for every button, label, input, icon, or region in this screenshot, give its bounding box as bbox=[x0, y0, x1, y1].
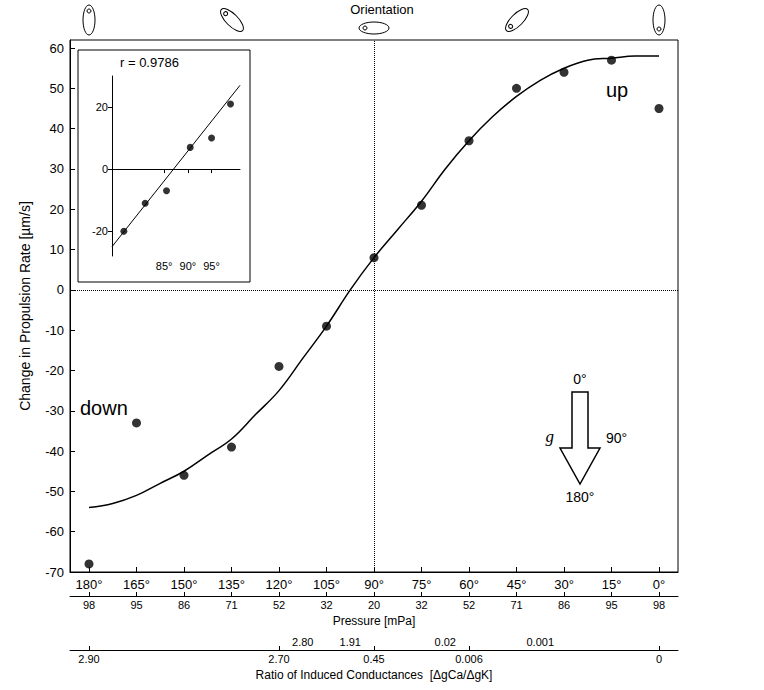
svg-text:180°: 180° bbox=[566, 489, 595, 505]
svg-text:-40: -40 bbox=[45, 444, 64, 459]
svg-text:32: 32 bbox=[415, 599, 427, 611]
svg-text:0.001: 0.001 bbox=[526, 636, 554, 648]
svg-text:g: g bbox=[546, 427, 555, 446]
svg-text:180°: 180° bbox=[76, 577, 103, 592]
svg-text:90°: 90° bbox=[364, 577, 384, 592]
svg-text:0: 0 bbox=[57, 282, 64, 297]
svg-text:95: 95 bbox=[605, 599, 617, 611]
svg-text:52: 52 bbox=[463, 599, 475, 611]
svg-text:30: 30 bbox=[50, 161, 64, 176]
svg-text:0.02: 0.02 bbox=[435, 636, 456, 648]
svg-text:85°: 85° bbox=[156, 260, 173, 272]
svg-text:30°: 30° bbox=[554, 577, 574, 592]
svg-text:2.90: 2.90 bbox=[78, 653, 99, 665]
svg-text:71: 71 bbox=[225, 599, 237, 611]
svg-text:Orientation: Orientation bbox=[350, 2, 414, 17]
svg-text:150°: 150° bbox=[171, 577, 198, 592]
svg-text:20: 20 bbox=[368, 599, 380, 611]
svg-text:60°: 60° bbox=[459, 577, 479, 592]
svg-text:135°: 135° bbox=[218, 577, 245, 592]
svg-text:r = 0.9786: r = 0.9786 bbox=[120, 55, 179, 70]
svg-text:90°: 90° bbox=[180, 260, 197, 272]
svg-text:120°: 120° bbox=[266, 577, 293, 592]
svg-text:0: 0 bbox=[656, 653, 662, 665]
svg-text:86: 86 bbox=[558, 599, 570, 611]
svg-text:Pressure [mPa]: Pressure [mPa] bbox=[333, 614, 416, 628]
svg-text:71: 71 bbox=[510, 599, 522, 611]
svg-text:20: 20 bbox=[50, 202, 64, 217]
svg-text:-20: -20 bbox=[45, 363, 64, 378]
svg-text:Ratio of Induced Conductances: Ratio of Induced Conductances [ΔgCa/ΔgK] bbox=[256, 668, 493, 682]
svg-text:0°: 0° bbox=[653, 577, 665, 592]
svg-text:15°: 15° bbox=[602, 577, 622, 592]
svg-text:2.70: 2.70 bbox=[268, 653, 289, 665]
svg-text:60: 60 bbox=[50, 41, 64, 56]
svg-text:90°: 90° bbox=[606, 430, 627, 446]
svg-text:95°: 95° bbox=[203, 260, 220, 272]
svg-text:0.006: 0.006 bbox=[455, 653, 483, 665]
svg-text:down: down bbox=[80, 397, 128, 419]
svg-text:-20: -20 bbox=[92, 225, 108, 237]
svg-text:86: 86 bbox=[178, 599, 190, 611]
svg-text:-60: -60 bbox=[45, 524, 64, 539]
svg-text:2.80: 2.80 bbox=[292, 636, 313, 648]
svg-text:0°: 0° bbox=[573, 371, 586, 387]
svg-text:0.45: 0.45 bbox=[363, 653, 384, 665]
svg-text:-30: -30 bbox=[45, 403, 64, 418]
svg-text:50: 50 bbox=[50, 81, 64, 96]
svg-text:1.91: 1.91 bbox=[340, 636, 361, 648]
svg-text:0: 0 bbox=[102, 163, 108, 175]
svg-text:45°: 45° bbox=[507, 577, 527, 592]
svg-text:32: 32 bbox=[320, 599, 332, 611]
svg-text:52: 52 bbox=[273, 599, 285, 611]
svg-text:40: 40 bbox=[50, 121, 64, 136]
svg-text:-10: -10 bbox=[45, 323, 64, 338]
svg-text:10: 10 bbox=[50, 242, 64, 257]
svg-text:up: up bbox=[606, 79, 628, 101]
svg-text:98: 98 bbox=[83, 599, 95, 611]
svg-text:95: 95 bbox=[130, 599, 142, 611]
svg-text:165°: 165° bbox=[123, 577, 150, 592]
svg-text:Change in Propulsion Rate [µm/: Change in Propulsion Rate [µm/s] bbox=[17, 201, 33, 411]
svg-text:98: 98 bbox=[653, 599, 665, 611]
svg-text:-50: -50 bbox=[45, 484, 64, 499]
svg-text:-70: -70 bbox=[45, 565, 64, 580]
svg-text:20: 20 bbox=[96, 101, 108, 113]
svg-text:75°: 75° bbox=[412, 577, 432, 592]
svg-text:105°: 105° bbox=[313, 577, 340, 592]
